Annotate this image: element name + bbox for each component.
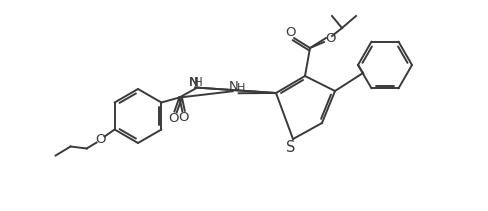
- Text: N: N: [188, 76, 198, 89]
- Text: N: N: [188, 76, 198, 89]
- Text: O: O: [168, 112, 179, 125]
- Text: O: O: [325, 31, 335, 45]
- Text: O: O: [178, 111, 189, 124]
- Text: H: H: [237, 83, 245, 93]
- Text: O: O: [95, 133, 106, 146]
- Text: O: O: [285, 27, 295, 39]
- Text: S: S: [286, 139, 296, 154]
- Text: N: N: [229, 80, 239, 93]
- Text: H: H: [194, 76, 203, 89]
